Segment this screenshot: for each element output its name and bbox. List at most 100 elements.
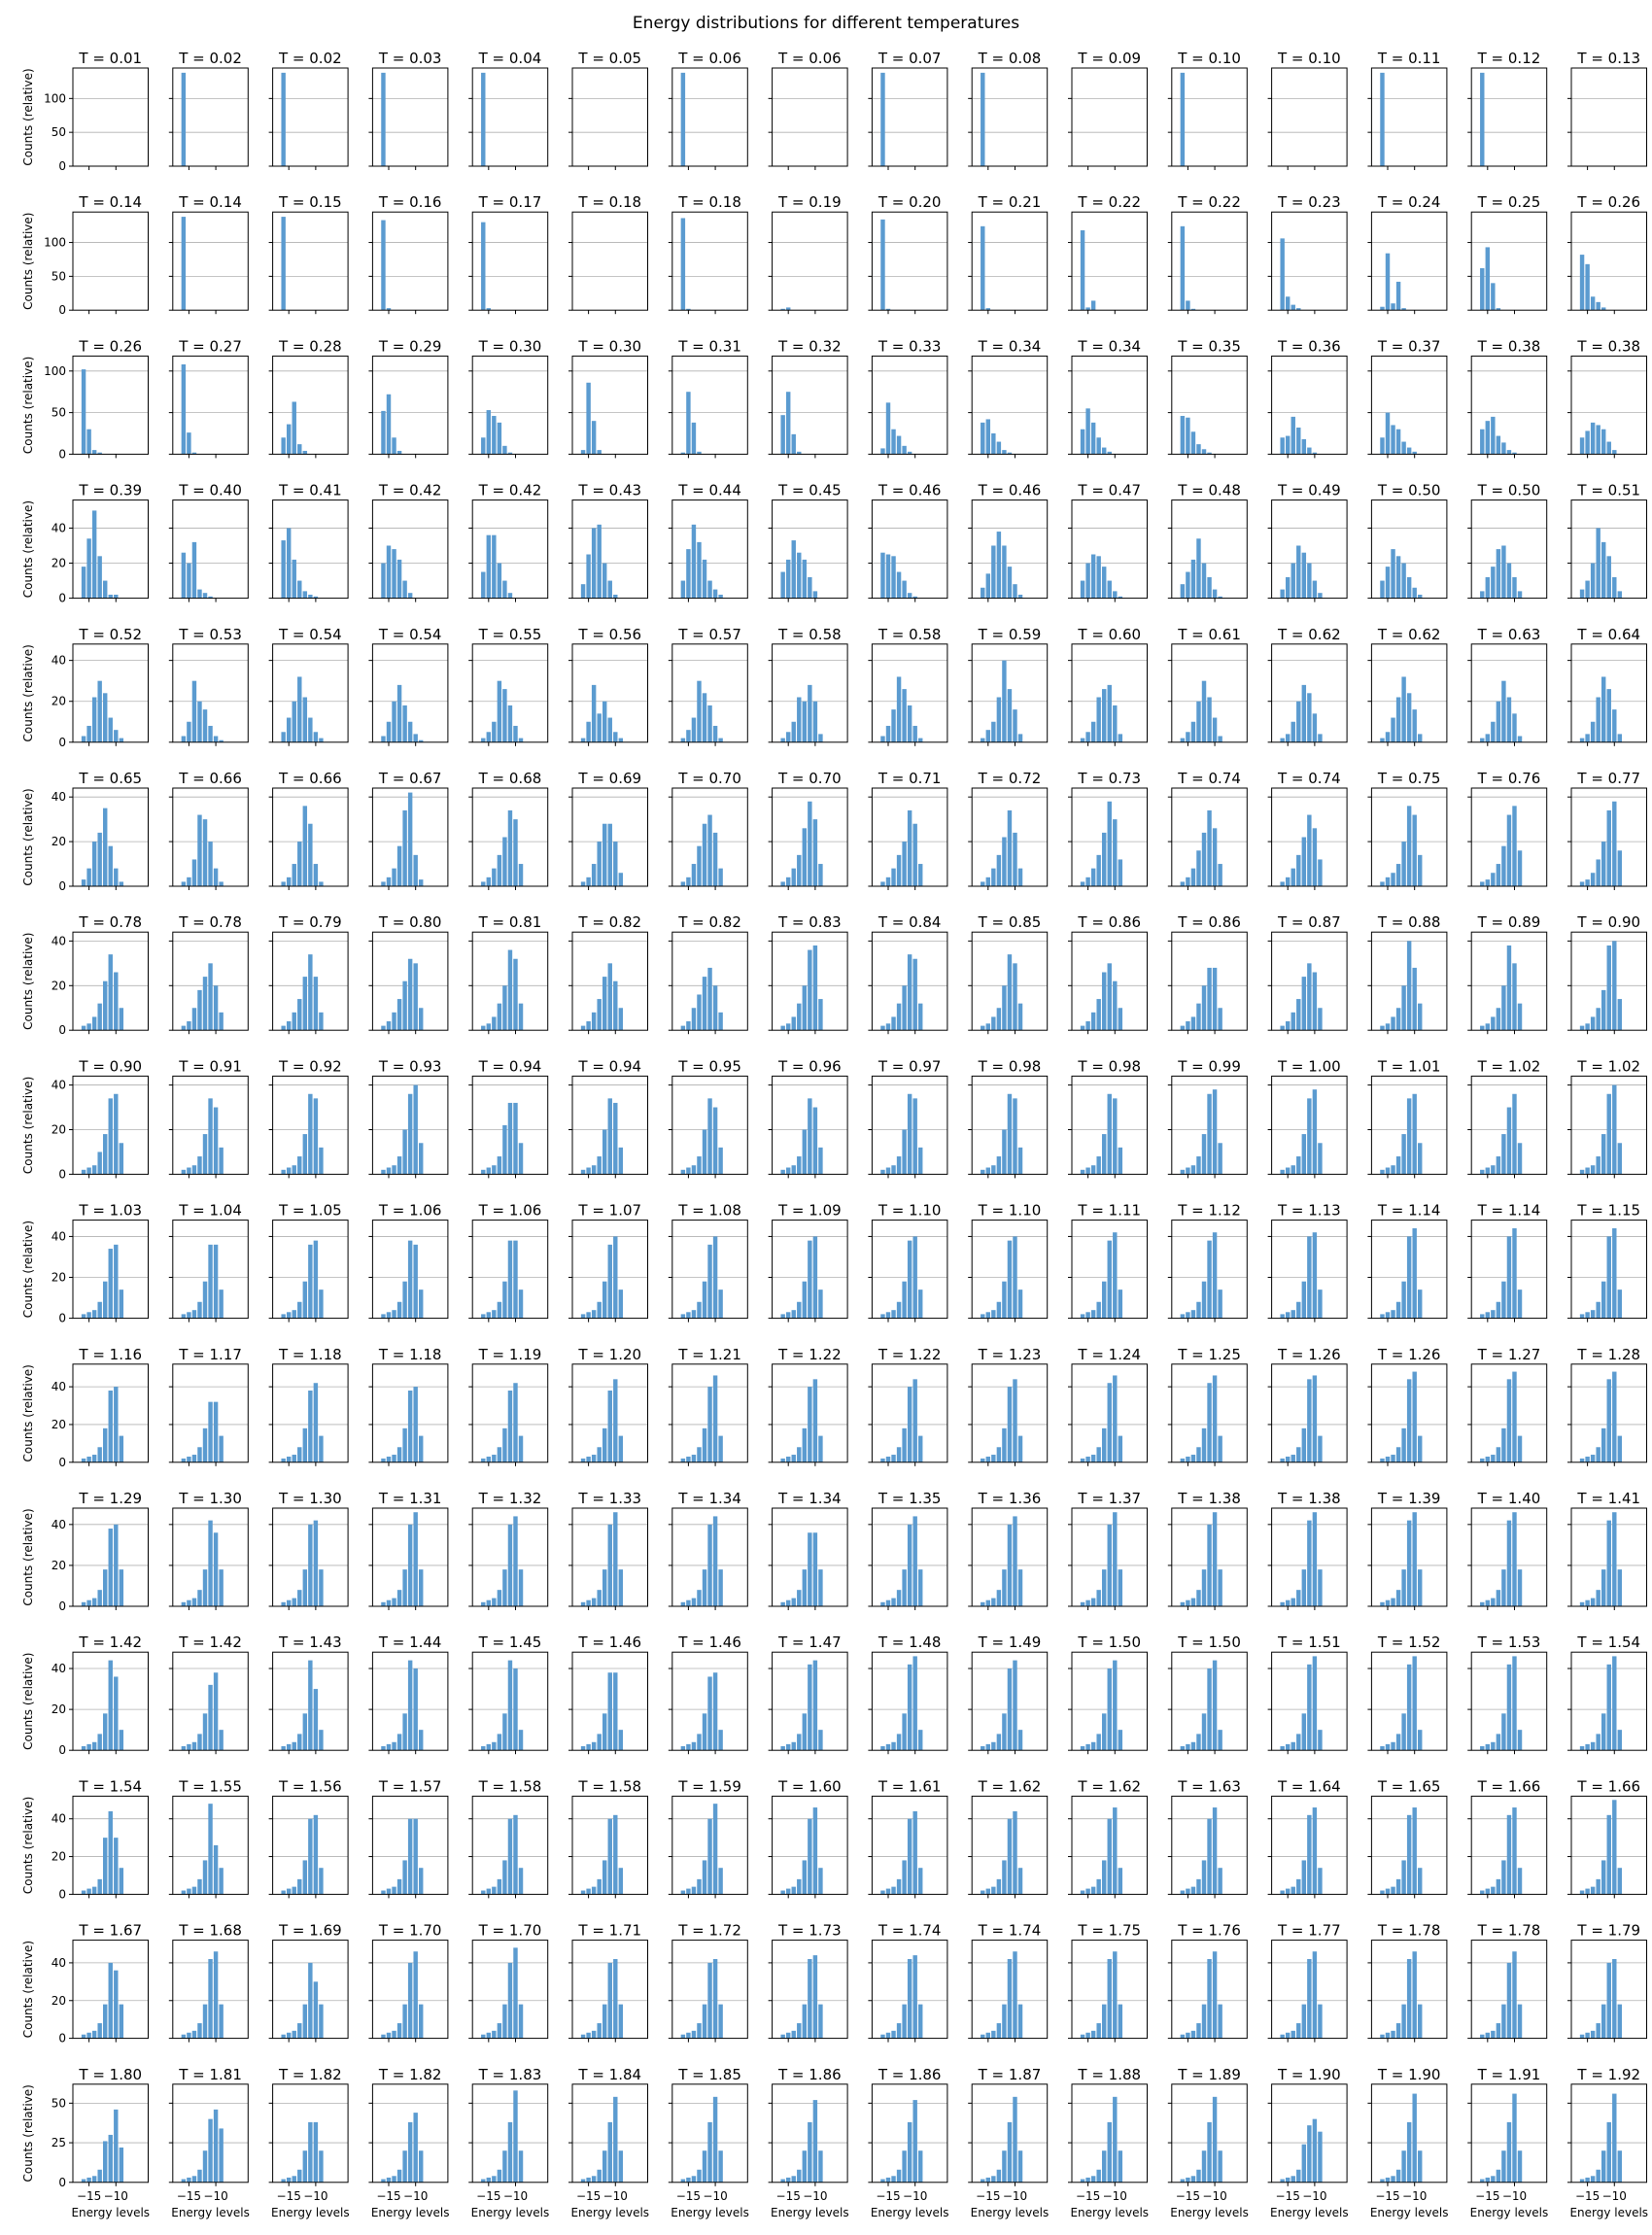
histogram-bar (981, 1890, 985, 1895)
histogram-bar (1418, 1730, 1423, 1751)
histogram-bar (86, 2177, 91, 2183)
panel-title: T = 0.02 (278, 50, 342, 67)
histogram-bar (808, 1818, 812, 1895)
histogram-bar (481, 2179, 486, 2183)
histogram-bar (208, 1959, 213, 2039)
histogram-bar (1395, 864, 1401, 886)
histogram-bar (1190, 431, 1196, 455)
histogram-bar (1002, 545, 1007, 599)
histogram-bar (1207, 1524, 1212, 1606)
histogram-bar (702, 823, 707, 886)
histogram-bar (286, 1599, 292, 1606)
panel: T = 1.62 (968, 1777, 1049, 1899)
panel: T = 0.02 (268, 50, 349, 170)
histogram-bar (697, 2169, 702, 2183)
panel: T = 0.93 (368, 1057, 449, 1179)
histogram-bar (1380, 1890, 1385, 1895)
panel: T = 0.53 (168, 626, 249, 746)
histogram-bar (1113, 1098, 1118, 1175)
histogram-bar (97, 1878, 102, 1895)
panel-frame (471, 1507, 549, 1607)
histogram-bar (1196, 538, 1201, 599)
panel-title: T = 1.25 (1177, 1346, 1241, 1363)
panel-title: T = 1.42 (78, 1633, 142, 1651)
panel-frame (971, 787, 1049, 887)
histogram-bar (1418, 854, 1423, 886)
histogram-bar (202, 1281, 208, 1319)
panel-frame (772, 1795, 848, 1895)
panel: T = 0.62 (1267, 626, 1348, 746)
histogram-bar (202, 819, 208, 886)
y-tick-label: 0 (58, 736, 66, 749)
histogram-bar (1612, 450, 1617, 455)
histogram-bar (208, 963, 213, 1031)
histogram-bar (1212, 1375, 1218, 1462)
histogram-bar (1113, 980, 1118, 1031)
histogram-bar (1307, 1520, 1312, 1606)
histogram-bar (1291, 1455, 1295, 1462)
histogram-bar (292, 559, 296, 599)
panel-frame (1570, 643, 1647, 743)
histogram-bar (1506, 1962, 1512, 2039)
histogram-bar (902, 2150, 907, 2183)
histogram-bar (1107, 1668, 1112, 1751)
histogram-bar (597, 1447, 602, 1462)
histogram-bar (1606, 1520, 1611, 1606)
histogram-bar (1186, 1743, 1190, 1751)
panel: T = 0.95 (668, 1057, 748, 1179)
histogram-bar (481, 1458, 486, 1462)
panel: T = 1.51 (1267, 1633, 1348, 1755)
panel-frame (272, 1363, 349, 1463)
panel-frame (1071, 499, 1148, 600)
histogram-bar (802, 701, 808, 742)
histogram-bar (108, 2134, 113, 2183)
histogram-bar (1190, 1886, 1196, 1895)
panel-title: T = 1.58 (478, 1777, 542, 1795)
panel-title: T = 0.86 (1177, 913, 1241, 931)
histogram-bar (880, 1025, 885, 1031)
panel-title: T = 0.12 (1477, 50, 1541, 67)
panel-title: T = 0.23 (1277, 193, 1341, 211)
y-axis-label: Counts (relative) (21, 1941, 35, 2038)
histogram-bar (1606, 1962, 1611, 2039)
panel-frame (1470, 211, 1548, 311)
histogram-bar (1496, 864, 1501, 886)
histogram-bar (396, 1734, 402, 1751)
histogram-bar (91, 1165, 97, 1175)
y-tick-label: 100 (44, 364, 66, 378)
histogram-bar (580, 584, 586, 599)
histogram-bar (1480, 1745, 1485, 1751)
histogram-bar (1090, 1012, 1096, 1031)
histogram-bar (187, 1312, 191, 1319)
histogram-bar (1579, 881, 1585, 886)
panel: T = 1.65 (1367, 1777, 1448, 1899)
histogram-bar (618, 873, 624, 886)
histogram-bar (1380, 437, 1385, 455)
histogram-bar (712, 832, 718, 886)
histogram-bar (396, 2169, 402, 2183)
histogram-bar (707, 580, 712, 599)
panel-frame (1570, 931, 1647, 1031)
histogram-bar (602, 1427, 607, 1462)
histogram-bar (413, 1512, 418, 1606)
panel: T = 0.42 (368, 482, 449, 602)
histogram-bar (191, 1741, 197, 1751)
panel-frame (1271, 2083, 1348, 2183)
histogram-bar (97, 1734, 102, 1751)
histogram-bar (1196, 1734, 1201, 1751)
histogram-bar (1212, 1089, 1218, 1175)
panel-frame (1570, 355, 1647, 455)
histogram-bar (302, 977, 308, 1031)
histogram-bar (686, 1743, 691, 1751)
histogram-bar (1579, 589, 1585, 599)
panel: T = 0.94 (568, 1057, 648, 1179)
histogram-bar (481, 881, 486, 886)
histogram-bar (313, 1098, 319, 1175)
histogram-bar (1212, 1512, 1218, 1606)
y-tick-label: 20 (52, 1559, 66, 1572)
histogram-bar (91, 2030, 97, 2039)
panel-title: T = 1.46 (577, 1633, 641, 1651)
histogram-bar (1406, 1959, 1412, 2039)
histogram-bar (213, 1844, 219, 1895)
